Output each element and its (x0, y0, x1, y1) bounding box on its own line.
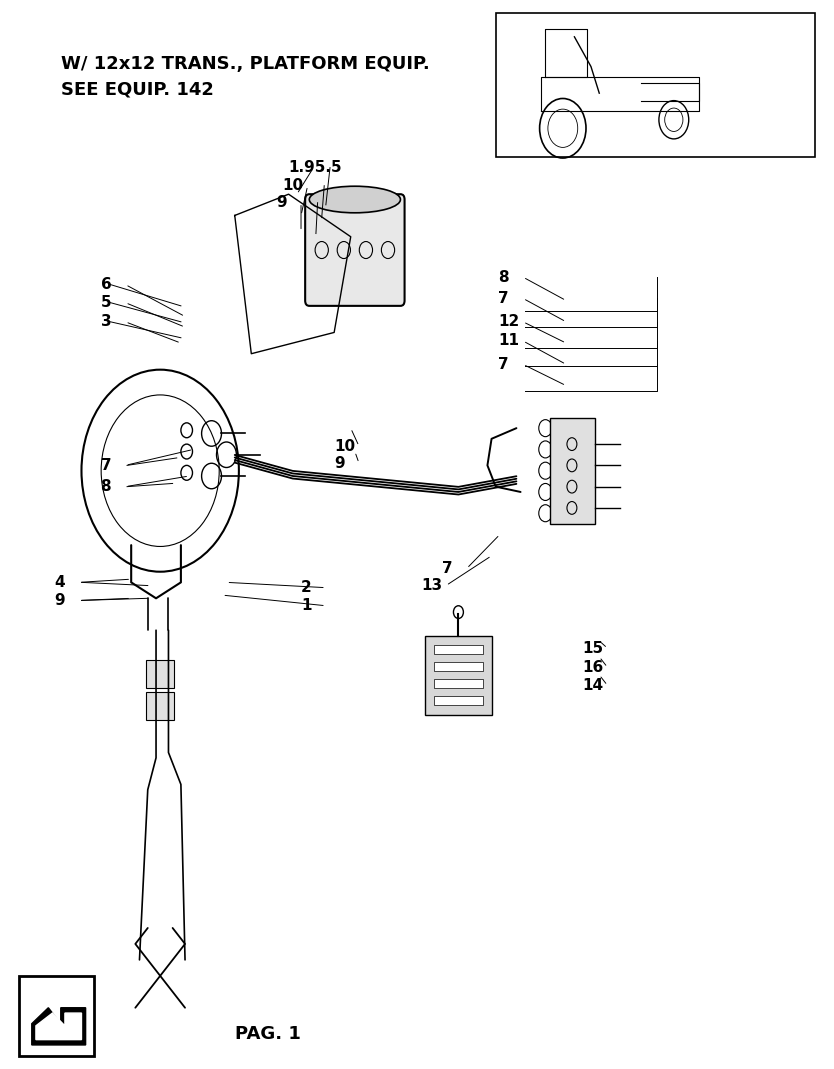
Text: 8: 8 (101, 479, 111, 494)
Text: 9: 9 (276, 196, 287, 211)
Bar (495, 14, 815, 157)
Text: 16: 16 (583, 660, 604, 675)
Text: 7: 7 (101, 458, 111, 472)
FancyBboxPatch shape (146, 692, 174, 719)
Text: 12: 12 (498, 314, 520, 329)
Text: 6: 6 (101, 277, 111, 292)
Bar (434, 696, 483, 704)
Text: 4: 4 (54, 575, 65, 590)
Text: 1.95.5: 1.95.5 (289, 160, 342, 175)
Bar (434, 662, 483, 670)
Text: 10: 10 (283, 179, 304, 193)
Text: 3: 3 (101, 314, 111, 329)
Text: 5: 5 (101, 295, 111, 310)
Text: 14: 14 (583, 678, 604, 693)
Text: 1: 1 (301, 599, 312, 614)
Polygon shape (32, 1008, 86, 1045)
Text: 8: 8 (498, 269, 509, 284)
Bar (434, 645, 483, 653)
Text: 2: 2 (301, 580, 312, 595)
Text: 7: 7 (442, 561, 453, 576)
Text: 7: 7 (498, 357, 509, 372)
Bar (550, 418, 595, 524)
Polygon shape (36, 1013, 82, 1040)
Text: W/ 12x12 TRANS., PLATFORM EQUIP.: W/ 12x12 TRANS., PLATFORM EQUIP. (61, 55, 430, 73)
Text: 7: 7 (498, 291, 509, 306)
Text: 9: 9 (54, 593, 65, 608)
Ellipse shape (309, 186, 400, 213)
Bar (425, 636, 491, 715)
Text: 10: 10 (334, 438, 355, 453)
FancyBboxPatch shape (146, 660, 174, 687)
Bar (19, 976, 94, 1055)
Bar (434, 679, 483, 687)
FancyBboxPatch shape (305, 195, 404, 306)
Text: SEE EQUIP. 142: SEE EQUIP. 142 (61, 80, 214, 98)
Text: 15: 15 (583, 640, 604, 655)
Text: PAG. 1: PAG. 1 (234, 1025, 300, 1043)
Text: 9: 9 (334, 455, 344, 470)
Text: 11: 11 (498, 334, 520, 348)
Text: 13: 13 (421, 578, 442, 593)
